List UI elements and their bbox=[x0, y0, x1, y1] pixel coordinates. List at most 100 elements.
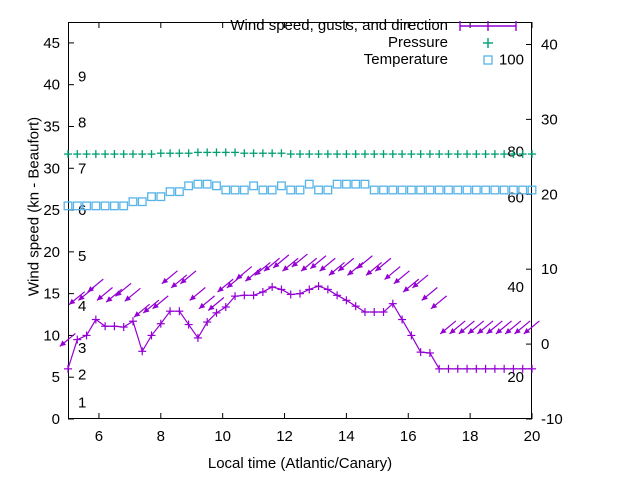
wind-direction-arrow bbox=[161, 270, 178, 285]
x-tick-label: 18 bbox=[462, 428, 479, 445]
y-tick-label: 30 bbox=[43, 160, 60, 177]
temperature-marker bbox=[471, 185, 481, 195]
wind-direction-arrow bbox=[402, 278, 420, 293]
legend-label-pressure: Pressure bbox=[387, 34, 448, 51]
temperature-marker bbox=[434, 185, 444, 195]
wind-direction-arrow bbox=[87, 278, 104, 293]
wind-direction-arrow bbox=[207, 297, 225, 311]
wind-direction-arrow bbox=[328, 261, 345, 276]
wind-direction-arrow bbox=[439, 320, 457, 335]
wind-direction-arrow bbox=[170, 274, 188, 289]
wind-direction-arrow bbox=[384, 266, 401, 281]
wind-direction-arrow bbox=[189, 287, 206, 301]
wind-direction-arrow bbox=[244, 267, 262, 282]
beaufort-scale-label: 8 bbox=[78, 114, 86, 131]
legend-key-temperature bbox=[483, 55, 493, 65]
y-tick-label: 0 bbox=[52, 411, 60, 428]
legend-item-pressure: Pressure bbox=[236, 34, 526, 52]
wind-direction-arrow bbox=[347, 261, 364, 276]
wind-direction-arrow bbox=[263, 257, 280, 272]
y-tick-label: 10 bbox=[43, 327, 60, 344]
wind-direction-arrow bbox=[504, 320, 522, 335]
y2-tick-label: 10 bbox=[541, 261, 558, 278]
wind-direction-arrow bbox=[59, 332, 76, 347]
wind-direction-arrow bbox=[217, 278, 234, 293]
temperature-marker bbox=[72, 201, 82, 211]
temperature-marker bbox=[499, 185, 509, 195]
temperature-marker bbox=[304, 179, 314, 189]
wind-direction-arrow bbox=[495, 320, 512, 335]
x-tick-label: 20 bbox=[524, 428, 541, 445]
temperature-marker bbox=[314, 185, 324, 195]
x-tick-label: 14 bbox=[338, 428, 355, 445]
beaufort-scale-label: 5 bbox=[78, 248, 86, 265]
temperature-marker bbox=[351, 179, 361, 189]
wind-direction-arrow bbox=[235, 266, 253, 281]
temperature-marker bbox=[119, 201, 129, 211]
fahrenheit-scale-label: 80 bbox=[507, 144, 524, 161]
temperature-marker bbox=[323, 185, 333, 195]
temperature-marker bbox=[481, 185, 491, 195]
temperature-marker bbox=[332, 179, 342, 189]
wind-direction-arrow bbox=[412, 274, 429, 289]
temperature-marker bbox=[490, 185, 500, 195]
wind-direction-arrow bbox=[105, 288, 123, 303]
temperature-marker bbox=[397, 185, 407, 195]
fahrenheit-scale-label: 20 bbox=[507, 369, 524, 386]
x-tick-label: 16 bbox=[400, 428, 417, 445]
temperature-marker bbox=[91, 201, 101, 211]
wind-direction-arrow bbox=[476, 320, 494, 335]
plot-frame bbox=[68, 22, 532, 419]
beaufort-scale-label: 6 bbox=[78, 202, 86, 219]
fahrenheit-scale-label: 40 bbox=[507, 279, 524, 296]
temperature-marker bbox=[239, 185, 249, 195]
wind-direction-arrow bbox=[180, 270, 197, 285]
y-tick-label: 35 bbox=[43, 118, 60, 135]
temperature-marker bbox=[128, 197, 138, 207]
temperature-marker bbox=[156, 192, 166, 202]
legend-key-pressure bbox=[483, 38, 493, 48]
temperature-marker bbox=[416, 185, 426, 195]
y-tick-label: 20 bbox=[43, 244, 60, 261]
wind-direction-arrow bbox=[421, 287, 438, 301]
wind-direction-arrow bbox=[142, 299, 160, 314]
y-tick-label: 40 bbox=[43, 77, 60, 94]
x-axis-title: Local time (Atlantic/Canary) bbox=[207, 455, 393, 472]
wind-direction-arrow bbox=[291, 253, 308, 268]
temperature-marker bbox=[137, 197, 147, 207]
temperature-marker bbox=[444, 185, 453, 195]
temperature-marker bbox=[462, 185, 472, 195]
y2-tick-label: 40 bbox=[541, 36, 558, 53]
y2-tick-label: -10 bbox=[541, 411, 563, 428]
wind-direction-arrow bbox=[365, 261, 383, 276]
wind-direction-arrow bbox=[337, 257, 355, 272]
legend-key-wind bbox=[459, 21, 517, 31]
y-tick-label: 5 bbox=[52, 369, 60, 386]
wind-speed-line bbox=[67, 285, 532, 370]
wind-direction-arrow bbox=[282, 257, 299, 272]
temperature-marker bbox=[453, 185, 463, 195]
y-tick-label: 15 bbox=[43, 286, 60, 303]
wind-direction-arrow bbox=[124, 287, 141, 302]
y2-tick-label: 0 bbox=[541, 336, 549, 353]
wind-direction-arrow bbox=[458, 320, 475, 335]
temperature-marker bbox=[518, 185, 528, 195]
x-tick-label: 8 bbox=[157, 428, 165, 445]
x-tick-label: 10 bbox=[214, 428, 231, 445]
temperature-marker bbox=[109, 201, 119, 211]
temperature-marker bbox=[527, 185, 537, 195]
wind-direction-arrow bbox=[393, 270, 410, 285]
y-tick-label: 25 bbox=[43, 202, 60, 219]
wind-direction-arrow bbox=[523, 320, 540, 335]
beaufort-scale-label: 2 bbox=[78, 367, 86, 384]
legend-label-temperature: Temperature bbox=[363, 51, 448, 68]
fahrenheit-scale-label: 100 bbox=[499, 52, 524, 69]
legend-label-wind: Wind speed, gusts, and direction bbox=[230, 17, 448, 34]
wind-direction-arrow bbox=[430, 295, 448, 310]
wind-direction-arrow bbox=[309, 255, 327, 270]
y2-tick-label: 20 bbox=[541, 186, 558, 203]
beaufort-scale-label: 1 bbox=[78, 394, 86, 411]
temperature-marker bbox=[379, 185, 388, 195]
temperature-marker bbox=[82, 201, 92, 211]
